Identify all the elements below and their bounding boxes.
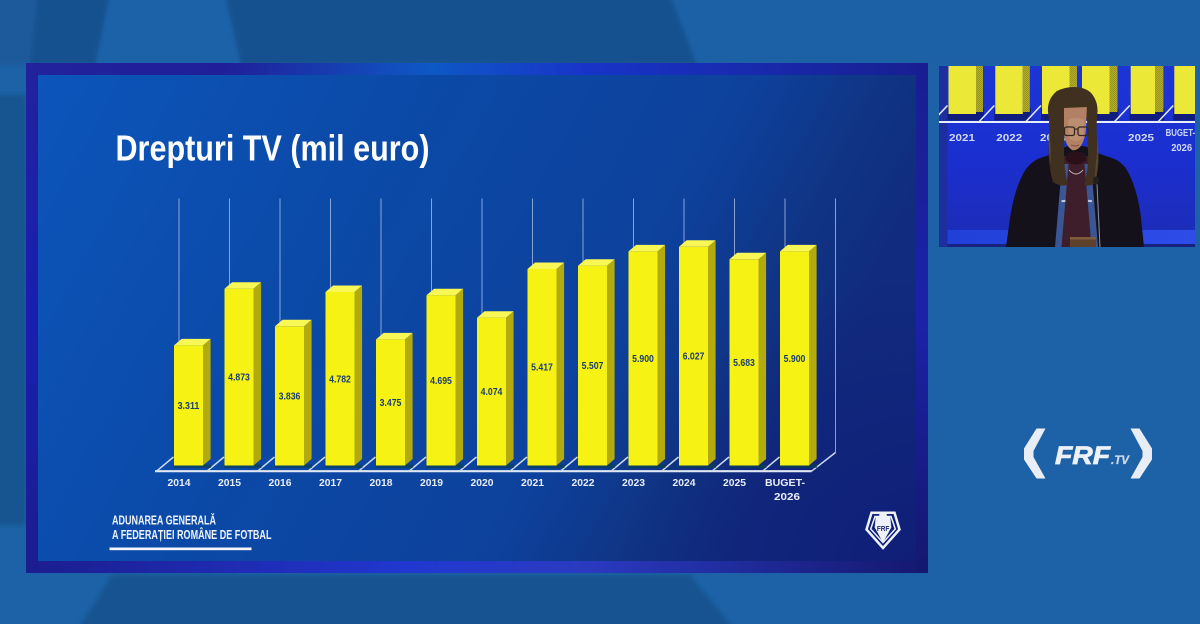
svg-text:2022: 2022 [996, 133, 1023, 144]
svg-text:4.074: 4.074 [481, 386, 503, 398]
svg-text:5.900: 5.900 [632, 353, 654, 365]
svg-text:2026: 2026 [774, 491, 800, 503]
svg-text:2019: 2019 [420, 477, 443, 489]
svg-text:FRF: FRF [877, 524, 890, 533]
svg-text:5.683: 5.683 [733, 357, 755, 369]
svg-text:2024: 2024 [673, 477, 696, 489]
svg-text:2014: 2014 [168, 477, 191, 489]
svg-text:4.695: 4.695 [430, 375, 452, 387]
svg-text:2025: 2025 [1128, 133, 1155, 144]
svg-text:A FEDERAȚIEI ROMÂNE DE FOTBAL: A FEDERAȚIEI ROMÂNE DE FOTBAL [112, 527, 272, 542]
svg-text:FRF: FRF [1055, 442, 1111, 470]
svg-text:2022: 2022 [572, 477, 595, 489]
svg-text:2015: 2015 [218, 477, 241, 489]
svg-text:4.782: 4.782 [329, 373, 351, 385]
svg-text:ADUNAREA GENERALĂ: ADUNAREA GENERALĂ [112, 513, 216, 528]
svg-text:2016: 2016 [269, 477, 292, 489]
svg-text:BUGET-: BUGET- [765, 477, 806, 489]
svg-text:5.507: 5.507 [582, 360, 604, 372]
svg-text:2018: 2018 [370, 477, 393, 489]
svg-text:2023: 2023 [622, 477, 645, 489]
svg-text:3.475: 3.475 [380, 397, 402, 409]
svg-text:5.417: 5.417 [531, 362, 553, 374]
svg-text:BUGET-: BUGET- [1166, 128, 1196, 139]
svg-text:2020: 2020 [471, 477, 494, 489]
svg-text:2021: 2021 [949, 133, 976, 144]
svg-text:.TV: .TV [1111, 455, 1130, 467]
svg-text:2026: 2026 [1171, 143, 1192, 154]
svg-text:Drepturi TV (mil euro): Drepturi TV (mil euro) [116, 128, 430, 169]
svg-text:3.311: 3.311 [178, 400, 200, 412]
svg-text:3.836: 3.836 [279, 390, 301, 402]
svg-text:2021: 2021 [521, 477, 544, 489]
svg-text:2017: 2017 [319, 477, 342, 489]
svg-text:4.873: 4.873 [228, 372, 250, 384]
svg-text:5.900: 5.900 [784, 353, 806, 365]
svg-text:6.027: 6.027 [683, 351, 705, 363]
svg-text:2025: 2025 [723, 477, 746, 489]
